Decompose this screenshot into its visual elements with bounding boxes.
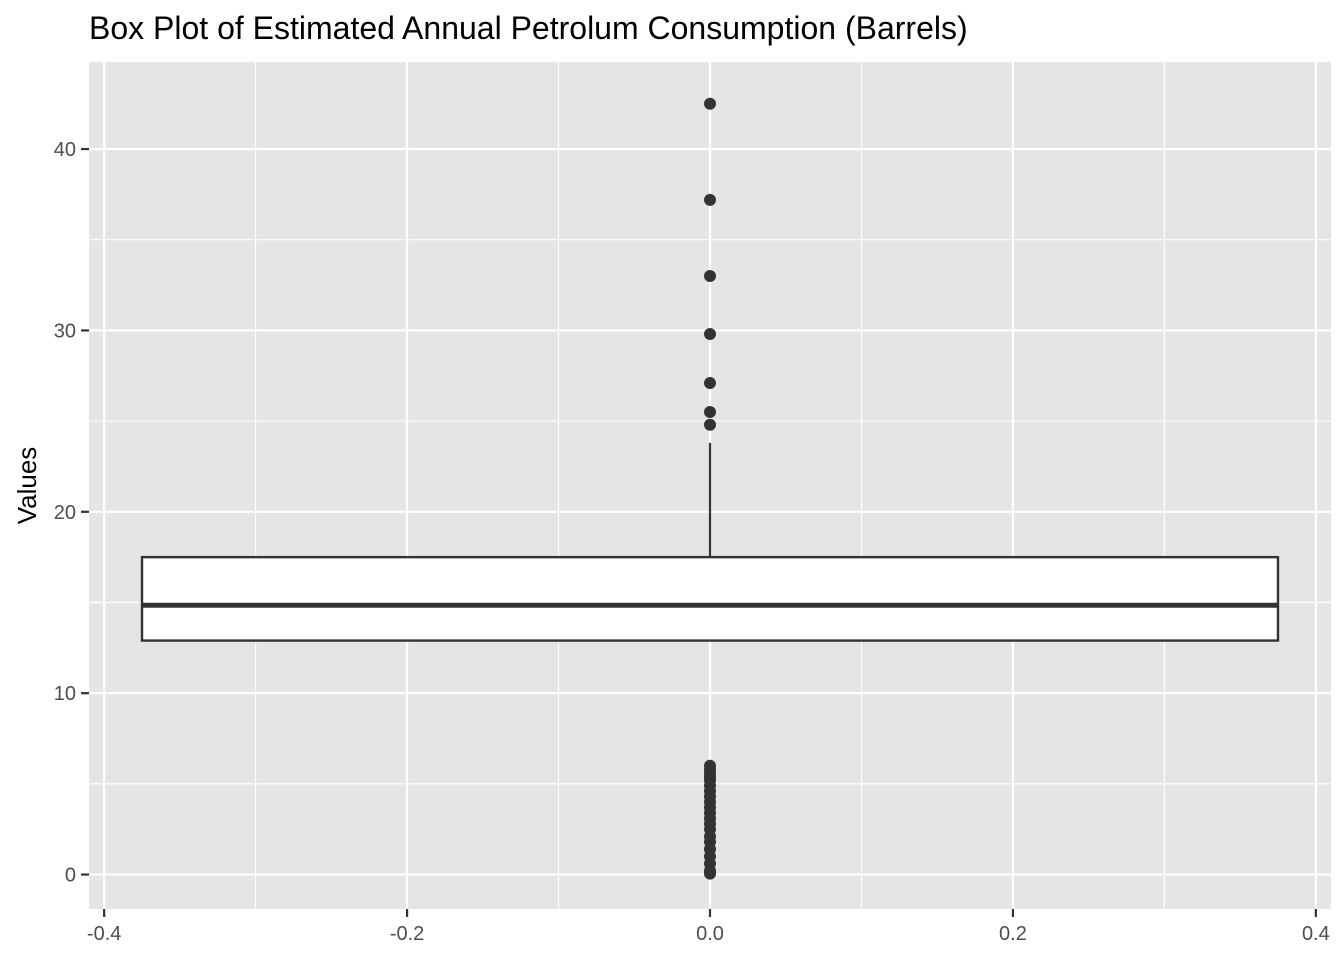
y-tick-label: 20	[54, 502, 76, 524]
x-tick-label: 0.4	[1302, 923, 1330, 945]
outlier-point	[704, 418, 716, 431]
y-tick-label: 30	[54, 320, 76, 342]
chart-title: Box Plot of Estimated Annual Petrolum Co…	[89, 10, 968, 46]
y-tick-label: 10	[54, 683, 76, 705]
outlier-point	[704, 328, 716, 341]
outlier-point	[704, 193, 716, 206]
outlier-point	[704, 867, 716, 880]
y-tick-label: 0	[65, 865, 76, 887]
outlier-point	[704, 377, 716, 390]
outlier-point	[704, 97, 716, 110]
outlier-point	[704, 406, 716, 419]
y-tick-label: 40	[54, 139, 76, 161]
axes: 0 10 20 30 40 -0.4 -0.2 0.0 0.2 0.4	[54, 139, 1330, 945]
x-tick-label: -0.4	[87, 923, 121, 945]
x-tick-label: -0.2	[390, 923, 424, 945]
box-iqr	[140, 555, 1280, 642]
outlier-point	[704, 270, 716, 283]
x-tick-label: 0.0	[696, 923, 724, 945]
y-axis-title: Values	[12, 447, 42, 525]
box-plot-marks	[140, 97, 1280, 880]
x-tick-label: 0.2	[999, 923, 1027, 945]
